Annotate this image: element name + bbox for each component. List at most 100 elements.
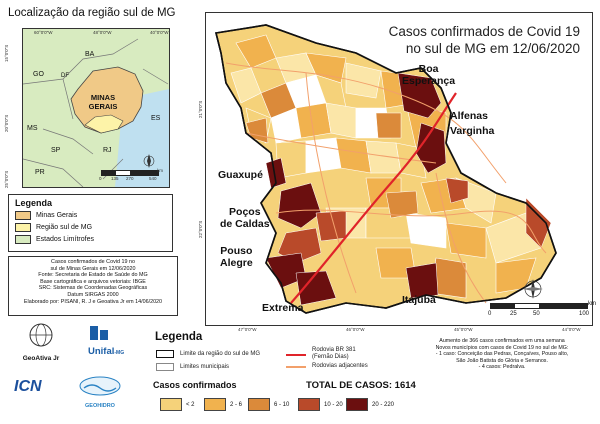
geoativa-logo: GeoAtiva Jr (16, 322, 66, 362)
inset-scale-unit: km (157, 168, 163, 173)
scalebar-bar (490, 303, 588, 309)
main-bottom-tick-3: 45°0'0"W (454, 327, 473, 332)
inset-legend-title: Legenda (15, 198, 53, 208)
note-line: - 1 caso: Conceição das Pedras, Conçaíve… (435, 351, 569, 358)
legend-adjacent-roads: Rodovias adjacentes (312, 363, 368, 369)
city-label-boa-esperanca: Boa Esperança (402, 63, 456, 87)
class-item-2: 2 - 6 (204, 398, 242, 411)
credits-line: Base cartográfica e arquivos vetoriais: … (40, 278, 146, 285)
weekly-note: Aumento de 366 casos confirmados em uma … (414, 338, 590, 371)
city-label-pocos-de-caldas: Poços de Caldas (220, 206, 270, 230)
inset-legend-item: Estados Limítrofes (15, 235, 166, 244)
unifal-emblem-icon (90, 326, 108, 340)
state-label-pr: PR (35, 169, 45, 176)
scale-label-100: 100 (579, 311, 590, 317)
cases-legend-title: Casos confirmados (153, 380, 237, 390)
main-bottom-tick-2: 46°0'0"W (346, 327, 365, 332)
credits-box: Casos confirmados de Covid 19 no sul de … (8, 256, 178, 316)
legend-highway-2: (Fernão Dias) (312, 354, 349, 360)
unifal-logo: Unifal-MG (88, 324, 132, 360)
main-title-line2: no sul de MG em 12/06/2020 (405, 41, 580, 56)
credits-line: SRC: Sistemas de Coordenadas Geográficas (38, 285, 148, 292)
state-label-ms: MS (27, 125, 38, 132)
highway-line-swatch (286, 354, 306, 356)
inset-title: Localização da região sul de MG (8, 7, 176, 19)
note-line: Novos municípios com casos de Covid 19 n… (435, 344, 569, 351)
class-swatch (346, 398, 368, 411)
class-item-4: 10 - 20 (298, 398, 343, 411)
state-label-mg: MINAS GERAIS (88, 93, 118, 111)
state-label-sp: SP (51, 147, 61, 154)
class-item-1: < 2 (160, 398, 195, 411)
main-map: Boa Esperança Alfenas Varginha Guaxupé P… (205, 12, 593, 326)
total-cases: TOTAL DE CASOS: 1614 (306, 380, 416, 391)
icn-logo: ICN (14, 378, 42, 395)
city-label-itajuba: Itajubá (402, 294, 436, 306)
region-limit-swatch (156, 350, 174, 358)
note-line: Aumento de 366 casos confirmados em uma … (439, 338, 565, 344)
inset-legend-label: Minas Gerais (36, 212, 78, 219)
main-map-title: Casos confirmados de Covid 19 no sul de … (330, 23, 580, 57)
credits-line: Datum SIRGAS 2000 (67, 291, 119, 298)
class-label: 2 - 6 (230, 401, 243, 408)
note-line: - 4 casos: Pedralva. (478, 364, 526, 371)
main-left-tick-1: 21°0'0"S (198, 100, 203, 118)
city-label-alfenas: Alfenas (450, 110, 488, 122)
state-label-go: GO (33, 71, 44, 78)
class-item-5: 20 - 220 (346, 398, 394, 411)
inset-scale-135: 135 (111, 176, 119, 181)
main-bottom-tick-4: 44°0'0"W (562, 327, 581, 332)
inset-left-tick-2: 20°0'0"S (4, 114, 9, 132)
credits-line: Elaborado por: PISANI, R. J e Geoativa J… (23, 298, 163, 305)
credits-line: Casos confirmados de Covid 19 no (51, 259, 135, 265)
scale-unit: km (588, 301, 596, 307)
geohidro-logo: GEOHIDRO (70, 374, 130, 409)
main-left-tick-2: 22°0'0"S (198, 220, 203, 238)
city-label-varginha: Varginha (450, 125, 495, 137)
unifal-text: Unifal-MG (88, 347, 132, 358)
inset-legend: Legenda Minas Gerais Região sul de MG Es… (8, 194, 173, 252)
class-swatch (298, 398, 320, 411)
note-line: São João Batista do Glória e Serranos. (456, 357, 548, 364)
inset-scale-0: 0 (99, 176, 102, 181)
inset-left-tick-3: 25°0'0"S (4, 170, 9, 188)
main-title-line1: Casos confirmados de Covid 19 (388, 24, 580, 39)
main-bottom-tick-1: 47°0'0"W (238, 327, 257, 332)
scale-label-0: 0 (488, 311, 492, 317)
geoativa-text: GeoAtiva Jr (22, 355, 60, 362)
swatch-minas-gerais (15, 211, 31, 220)
inset-left-tick-1: 15°0'0"S (4, 44, 9, 62)
legend-highway-1: Rodovia BR 381 (312, 347, 356, 353)
state-label-df: DF (61, 73, 69, 79)
city-label-extrema: Extrema (262, 302, 304, 314)
unifal-name: Unifal (88, 346, 115, 357)
inset-legend-item: Minas Gerais (15, 211, 166, 220)
inset-legend-label: Região sul de MG (36, 224, 93, 231)
inset-legend-item: Região sul de MG (15, 223, 166, 232)
adjacent-road-swatch (286, 366, 306, 368)
inset-scale-540: 540 (149, 176, 157, 181)
geoativa-globe-icon (29, 323, 53, 347)
class-label: < 2 (186, 401, 195, 408)
class-item-3: 6 - 10 (248, 398, 289, 411)
city-label-guaxupe: Guaxupé (218, 169, 263, 181)
inset-scalebar (101, 170, 159, 176)
class-label: 10 - 20 (324, 401, 343, 408)
class-label: 20 - 220 (372, 401, 395, 408)
municipal-limits-swatch (156, 363, 174, 371)
inset-legend-label: Estados Limítrofes (36, 236, 94, 243)
north-arrow-icon (523, 279, 543, 299)
legend-municipal-limits: Limites municipais (180, 364, 230, 370)
class-swatch (160, 398, 182, 411)
swatch-regiao-sul (15, 223, 31, 232)
class-label: 6 - 10 (274, 401, 290, 408)
credits-line: Fonte: Secretaria de Estado de Saúde do … (38, 272, 148, 279)
inset-map: BA GO DF MINAS GERAIS ES MS SP RJ PR 0 1… (22, 28, 170, 188)
geohidro-wave-icon (79, 376, 121, 396)
inset-map-graphic (22, 29, 169, 188)
class-swatch (204, 398, 226, 411)
inset-top-tick-3: 40°0'0"W (150, 30, 169, 35)
choropleth-graphic (206, 13, 592, 325)
class-swatch (248, 398, 270, 411)
legend-region-limit: Limite da região do sul de MG (180, 351, 261, 357)
